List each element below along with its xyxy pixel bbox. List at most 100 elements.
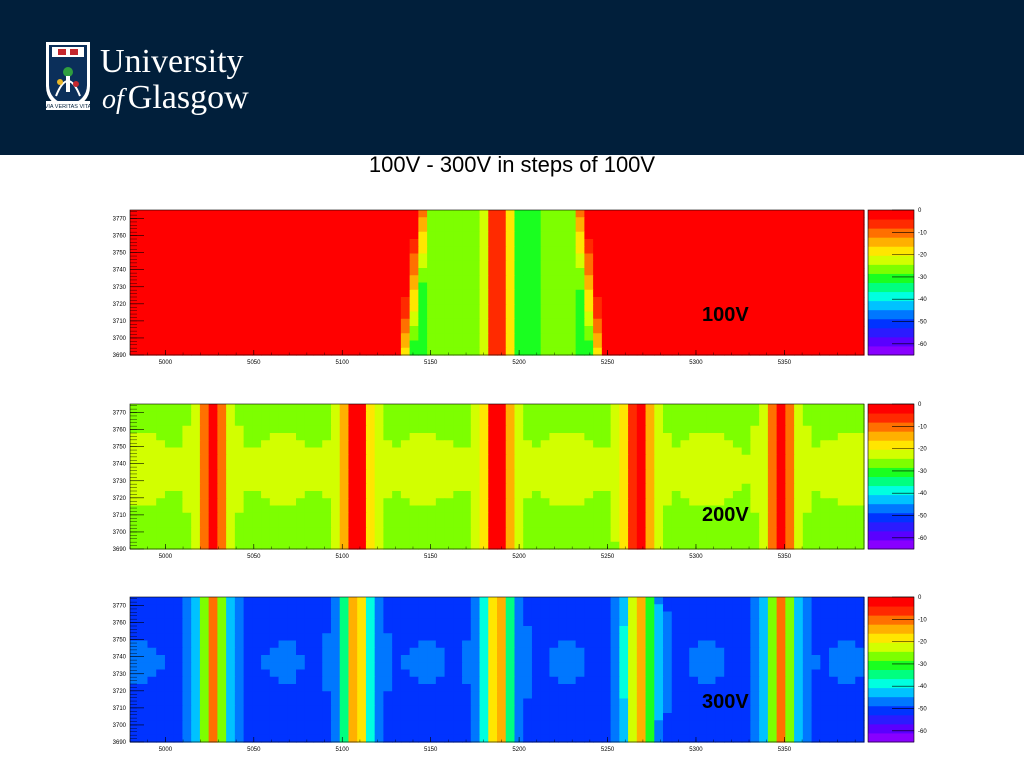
heatmap-cell <box>715 326 725 334</box>
heatmap-cell <box>365 462 376 470</box>
heatmap-cell <box>243 462 253 470</box>
heatmap-cell <box>383 498 393 507</box>
heatmap-cell <box>855 224 865 233</box>
heatmap-cell <box>217 454 227 463</box>
heatmap-cell <box>785 425 795 434</box>
heatmap-cell <box>383 541 393 550</box>
heatmap-cell <box>164 275 175 284</box>
heatmap-cell <box>164 231 175 240</box>
heatmap-cell <box>138 491 149 499</box>
heatmap-cell <box>322 340 332 349</box>
heatmap-cell <box>724 404 734 412</box>
heatmap-cell <box>654 534 664 543</box>
heatmap-cell <box>462 520 472 528</box>
heatmap-cell <box>296 691 306 700</box>
colorbar-band <box>868 413 914 423</box>
heatmap-cell <box>365 275 376 284</box>
heatmap-cell <box>199 462 210 470</box>
heatmap-cell <box>304 611 315 620</box>
heatmap-cell <box>313 454 323 463</box>
heatmap-cell <box>138 640 149 649</box>
heatmap-cell <box>776 698 786 707</box>
heatmap-cell <box>357 512 367 521</box>
heatmap-cell <box>296 534 306 543</box>
heatmap-cell <box>383 447 393 456</box>
heatmap-cell <box>226 505 236 514</box>
heatmap-cell <box>427 239 437 247</box>
heatmap-cell <box>846 669 856 678</box>
heatmap-cell <box>619 655 629 663</box>
heatmap-cell <box>243 311 253 320</box>
heatmap-cell <box>278 253 288 262</box>
colorbar-band <box>868 300 914 311</box>
heatmap-cell <box>261 326 271 334</box>
heatmap-cell <box>374 483 385 492</box>
heatmap-cell <box>322 239 332 247</box>
heatmap-cell <box>628 347 638 356</box>
heatmap-cell <box>453 520 463 528</box>
heatmap-cell <box>234 311 245 320</box>
heatmap-cell <box>741 611 752 620</box>
heatmap-cell <box>330 676 341 685</box>
heatmap-cell <box>697 618 708 627</box>
heatmap-cell <box>199 231 210 240</box>
heatmap-cell <box>846 289 856 298</box>
heatmap-cell <box>462 268 472 276</box>
heatmap-cell <box>164 418 175 427</box>
heatmap-cell <box>383 404 393 412</box>
heatmap-cell <box>767 483 778 492</box>
heatmap-cell <box>234 520 245 528</box>
heatmap-cell <box>130 640 140 649</box>
heatmap-cell <box>584 633 594 642</box>
heatmap-cell <box>593 604 603 613</box>
heatmap-cell <box>514 633 524 642</box>
heatmap-cell <box>706 611 717 620</box>
heatmap-cell <box>374 676 385 685</box>
heatmap-cell <box>706 418 717 427</box>
heatmap-cell <box>322 454 332 463</box>
heatmap-cell <box>164 512 175 521</box>
heatmap-cell <box>750 483 760 492</box>
heatmap-cell <box>191 684 201 692</box>
heatmap-cell <box>732 541 743 550</box>
heatmap-cell <box>322 469 332 478</box>
heatmap-cell <box>357 618 367 627</box>
heatmap-cell <box>278 347 288 356</box>
heatmap-cell <box>566 626 577 634</box>
heatmap-cell <box>680 347 690 356</box>
heatmap-cell <box>514 640 524 649</box>
heatmap-cell <box>357 326 367 334</box>
heatmap-cell <box>724 224 734 233</box>
heatmap-cell <box>636 640 647 649</box>
heatmap-cell <box>610 454 620 463</box>
heatmap-cell <box>575 253 585 262</box>
heatmap-cell <box>558 476 568 485</box>
heatmap-cell <box>767 520 778 528</box>
heatmap-cell <box>671 541 682 550</box>
heatmap-cell <box>217 447 227 456</box>
heatmap-cell <box>462 333 472 342</box>
heatmap-cell <box>296 404 306 412</box>
heatmap-cell <box>409 347 419 356</box>
heatmap-cell <box>523 469 533 478</box>
heatmap-cell <box>374 691 385 700</box>
heatmap-cell <box>330 476 341 485</box>
heatmap-cell <box>558 411 568 420</box>
heatmap-cell <box>829 655 839 663</box>
heatmap-cell <box>357 411 367 420</box>
heatmap-cell <box>505 640 516 649</box>
heatmap-cell <box>846 611 856 620</box>
heatmap-cell <box>164 626 175 634</box>
heatmap-cell <box>173 282 184 291</box>
heatmap-cell <box>697 333 708 342</box>
heatmap-cell <box>811 527 821 536</box>
heatmap-cell <box>365 425 376 434</box>
heatmap-cell <box>357 311 367 320</box>
heatmap-cell <box>226 626 236 634</box>
heatmap-cell <box>462 433 472 441</box>
heatmap-cell <box>514 440 524 449</box>
heatmap-cell <box>663 289 673 298</box>
heatmap-cell <box>663 404 673 412</box>
heatmap-cell <box>645 253 655 262</box>
heatmap-cell <box>322 676 332 685</box>
